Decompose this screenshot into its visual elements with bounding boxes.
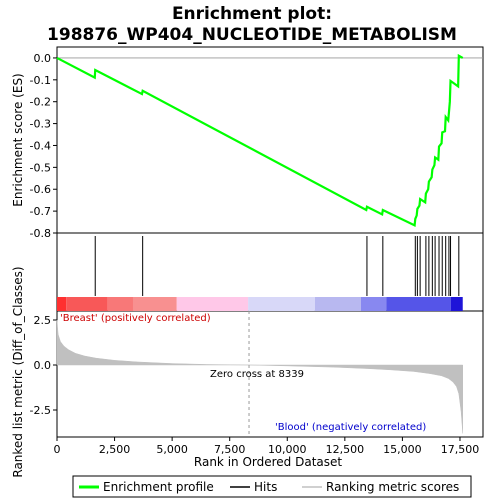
- x-tick-label: 5,000: [156, 443, 188, 456]
- color-bar-segment: [107, 297, 133, 311]
- x-tick-label: 2,500: [99, 443, 131, 456]
- es-panel-frame: [56, 46, 484, 234]
- x-tick-label: 0: [54, 443, 61, 456]
- legend-metric-label: Ranking metric scores: [326, 480, 459, 494]
- legend-box: [72, 475, 472, 498]
- metric-y-tick-label: 0.0: [34, 359, 52, 372]
- legend-hits-label: Hits: [254, 480, 277, 494]
- x-tick-label: 12,500: [326, 443, 365, 456]
- color-bar-segment: [66, 297, 108, 311]
- es-axis-label: Enrichment score (ES): [11, 73, 25, 206]
- legend: Enrichment profile Hits Ranking metric s…: [72, 475, 472, 498]
- x-tick-label: 10,000: [268, 443, 307, 456]
- color-bar-segment: [248, 297, 315, 311]
- color-bar-segment: [314, 297, 361, 311]
- es-y-tick-label: -0.4: [30, 139, 51, 152]
- plot-title-line-2: 198876_WP404_NUCLEOTIDE_METABOLISM: [47, 25, 457, 45]
- es-y-tick-label: -0.2: [30, 96, 51, 109]
- color-bar-segment: [176, 297, 249, 311]
- x-axis-label: Rank in Ordered Dataset: [194, 455, 342, 469]
- color-bar-segment: [450, 297, 463, 311]
- es-y-tick-label: -0.7: [30, 205, 51, 218]
- enrichment-profile-line: [56, 53, 464, 228]
- es-y-tick-label: 0.0: [34, 52, 52, 65]
- x-tick-label: 17,500: [441, 443, 480, 456]
- ranking-metric-area: [56, 319, 463, 434]
- zero-cross-annotation: Zero cross at 8339: [210, 369, 304, 380]
- color-bar-segment: [386, 297, 451, 311]
- metric-panel: 2.5 0.0 -2.5: [30, 311, 463, 437]
- color-bar-segment: [360, 297, 387, 311]
- metric-axis-label: Ranked list metric (Diff_of_Classes): [11, 266, 25, 477]
- es-y-tick-label: -0.6: [30, 183, 51, 196]
- es-y-tick-label: -0.5: [30, 161, 51, 174]
- x-tick-label: 15,000: [383, 443, 422, 456]
- color-bar-segment: [132, 297, 177, 311]
- x-tick-label: 7,500: [214, 443, 246, 456]
- legend-enrichment-label: Enrichment profile: [103, 480, 214, 494]
- es-y-tick-label: -0.8: [30, 227, 51, 240]
- color-bar: [57, 297, 463, 311]
- hits-panel: [94, 236, 460, 296]
- plot-title-line-1: Enrichment plot:: [172, 4, 332, 24]
- x-axis: 0 2,500 5,000 7,500 10,000 12,500 15,000 17,500: [54, 437, 480, 456]
- es-panel: 0.0 -0.1 -0.2 -0.3 -0.4 -0.5 -0.6 -0.7 -0.8: [30, 52, 483, 240]
- es-y-tick-label: -0.1: [30, 74, 51, 87]
- positive-annotation: 'Breast' (positively correlated): [60, 313, 211, 324]
- metric-y-tick-label: -2.5: [30, 404, 51, 417]
- color-bar-segment: [57, 297, 67, 311]
- es-y-tick-label: -0.3: [30, 118, 51, 131]
- metric-y-tick-label: 2.5: [34, 314, 52, 327]
- negative-annotation: 'Blood' (negatively correlated): [275, 422, 426, 433]
